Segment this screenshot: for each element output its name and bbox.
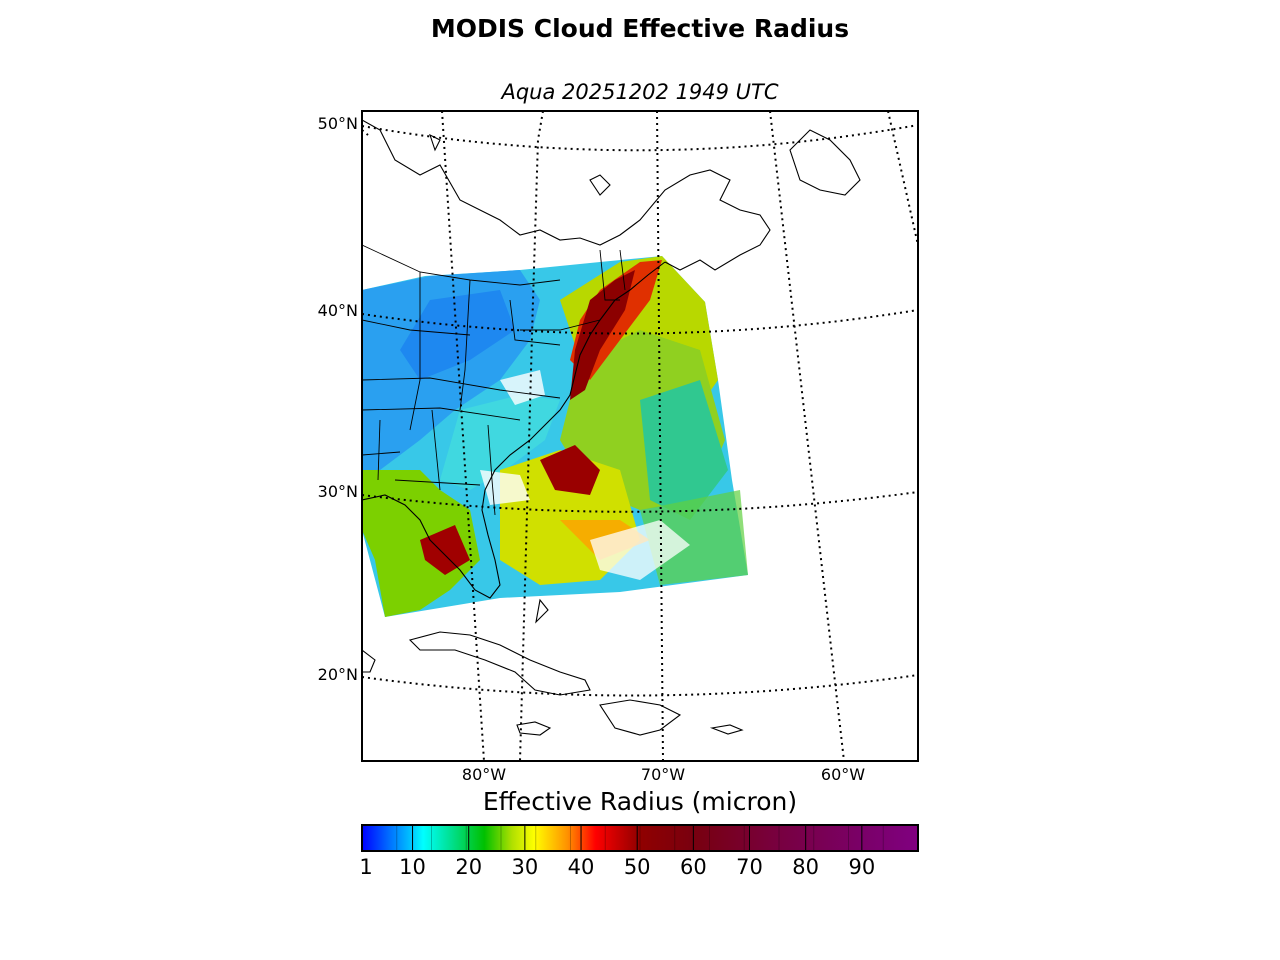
colorbar-tick-label: 80 xyxy=(792,855,820,879)
colorbar-tick-label: 30 xyxy=(511,855,539,879)
chart-subtitle: Aqua 20251202 1949 UTC xyxy=(501,80,779,104)
coastlines xyxy=(362,119,861,736)
colorbar-tick-label: 10 xyxy=(399,855,426,879)
lat-label-30n: 30°N xyxy=(317,482,358,501)
lon-label-70w: 70°W xyxy=(640,765,686,784)
colorbar-tick-label: 50 xyxy=(623,855,651,879)
lon-label-80w: 80°W xyxy=(461,765,507,784)
map-area xyxy=(362,111,918,761)
chart-title: MODIS Cloud Effective Radius xyxy=(430,14,850,43)
colorbar-tick-label: 1 xyxy=(359,855,373,879)
colorbar-title: Effective Radius (micron) xyxy=(482,787,798,816)
colorbar-tick-marks xyxy=(361,825,884,851)
colorbar-tick-label: 20 xyxy=(455,855,483,879)
lat-label-50n: 50°N xyxy=(317,114,358,133)
colorbar-tick-label: 70 xyxy=(736,855,763,879)
lon-label-60w: 60°W xyxy=(820,765,866,784)
colorbar xyxy=(361,824,919,852)
colorbar-tick-label: 60 xyxy=(679,855,707,879)
graticule xyxy=(362,111,918,761)
map-frame xyxy=(361,110,919,762)
colorbar-tick-label: 90 xyxy=(848,855,876,879)
cloud-effective-radius-swath xyxy=(362,256,748,617)
colorbar-tick-label: 40 xyxy=(567,855,595,879)
lat-label-20n: 20°N xyxy=(317,665,358,684)
lat-label-40n: 40°N xyxy=(317,301,358,320)
